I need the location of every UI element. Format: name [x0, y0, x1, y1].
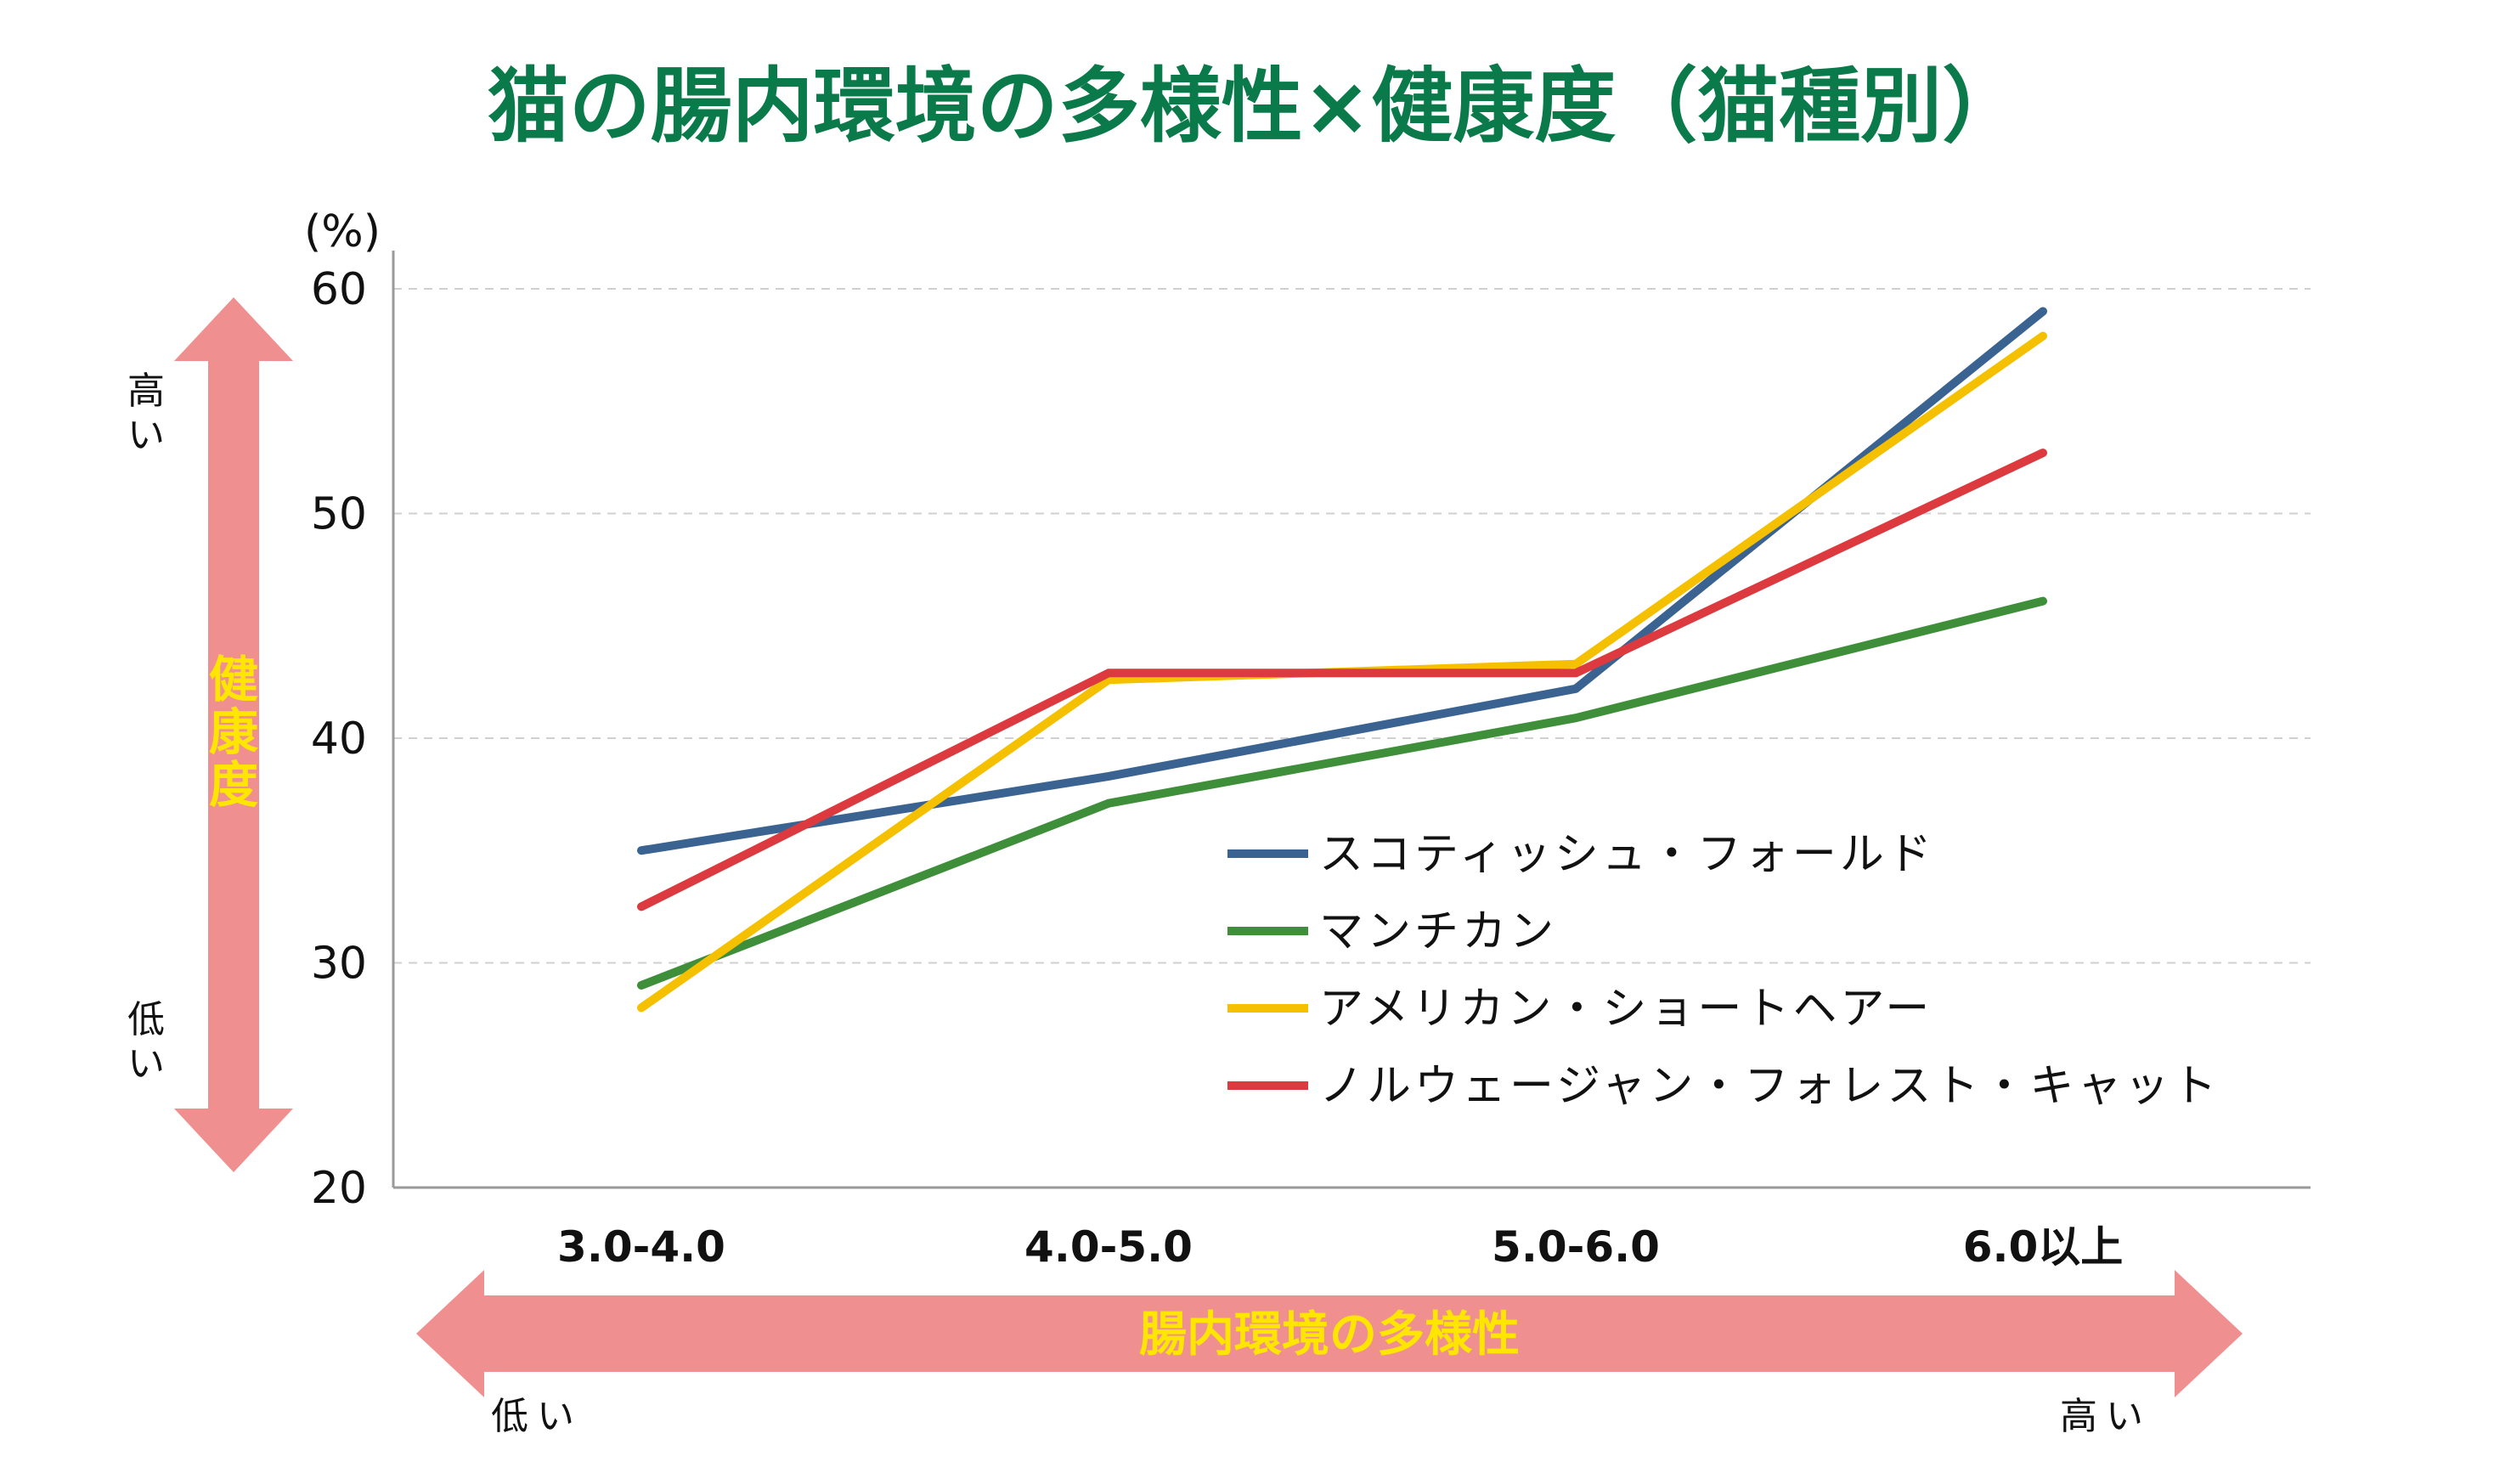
x-tick-label: 5.0-6.0 [1492, 1222, 1660, 1272]
legend-label: マンチカン [1319, 906, 1557, 957]
legend-label: アメリカン・ショートヘアー [1319, 984, 1933, 1035]
y-axis-arrow-shape [174, 297, 293, 1172]
series-line-2 [637, 596, 2047, 990]
grid-lines [393, 288, 2311, 964]
x-axis-arrow: 腸内環境の多様性 低い 高い [416, 1270, 2243, 1438]
x-ticks: 3.0-4.0 4.0-5.0 5.0-6.0 6.0以上 [557, 1222, 2123, 1272]
series-lines [637, 307, 2047, 1013]
legend-label: ノルウェージャン・フォレスト・キャット [1319, 1061, 2220, 1112]
y-tick-label: 50 [311, 489, 367, 540]
y-axis-high-label: 高い [127, 370, 165, 457]
x-tick-label: 4.0-5.0 [1024, 1222, 1193, 1272]
y-axis-label: 健康度 [209, 651, 258, 814]
x-tick-label: 3.0-4.0 [557, 1222, 725, 1272]
legend-label: スコティッシュ・フォールド [1319, 829, 1935, 880]
y-ticks: 20 30 40 50 60 [311, 264, 367, 1214]
chart-title: 猫の腸内環境の多様性×健康度（猫種別） [488, 59, 2023, 154]
x-axis-low-label: 低い [491, 1395, 583, 1438]
y-axis-arrow: 健康度 高い 低い [127, 297, 293, 1172]
y-axis-unit: (%) [304, 206, 381, 257]
series-line-4 [637, 449, 2047, 911]
legend: スコティッシュ・フォールドマンチカンアメリカン・ショートヘアーノルウェージャン・… [1227, 829, 2220, 1112]
y-tick-label: 40 [311, 714, 367, 765]
x-axis-label: 腸内環境の多様性 [1139, 1307, 1520, 1363]
x-axis-arrow-shape [416, 1270, 2243, 1397]
y-tick-label: 60 [311, 264, 367, 315]
x-axis-high-label: 高い [2060, 1395, 2152, 1438]
y-tick-label: 20 [311, 1163, 367, 1214]
y-axis-low-label: 低い [127, 998, 165, 1086]
series-line-1 [637, 307, 2047, 855]
x-tick-label: 6.0以上 [1963, 1222, 2124, 1272]
y-tick-label: 30 [311, 939, 367, 990]
